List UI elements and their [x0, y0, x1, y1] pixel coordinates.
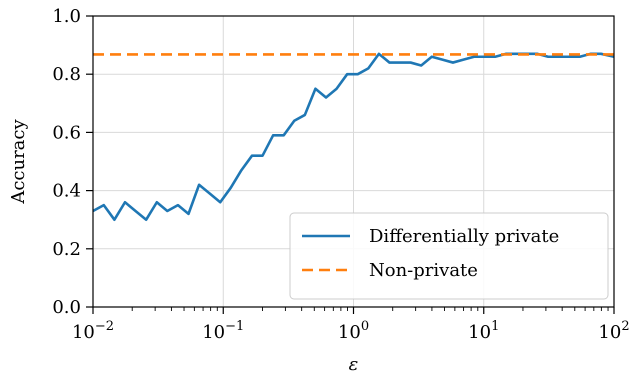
y-tick-label: 0.8: [52, 64, 81, 85]
x-axis-label: ε: [349, 354, 359, 375]
y-tick-label: 0.0: [52, 297, 81, 318]
series-lines: [92, 52, 615, 221]
y-tick-label: 0.4: [52, 181, 81, 202]
legend-label-differentially-private: Differentially private: [369, 226, 559, 247]
y-tick-label: 0.6: [52, 122, 81, 143]
x-tick-label: 10−2: [72, 319, 114, 343]
legend-box: [289, 212, 609, 300]
y-axis-label: Accuracy: [8, 119, 29, 205]
x-tick-label: 100: [338, 319, 369, 343]
legend-label-non-private: Non-private: [369, 260, 478, 281]
y-tick-label: 0.2: [52, 239, 81, 260]
x-tick-label: 10−1: [202, 319, 244, 343]
legend: Differentially private Non-private: [289, 212, 609, 300]
y-tick-label: 1.0: [52, 6, 81, 27]
x-tick-label: 101: [468, 319, 499, 343]
x-tick-label: 102: [598, 319, 629, 343]
axis-ticks: 10−2 10−1 100 101 102 0.0 0.2 0.4 0.6 0.8 1.0: [52, 6, 629, 343]
